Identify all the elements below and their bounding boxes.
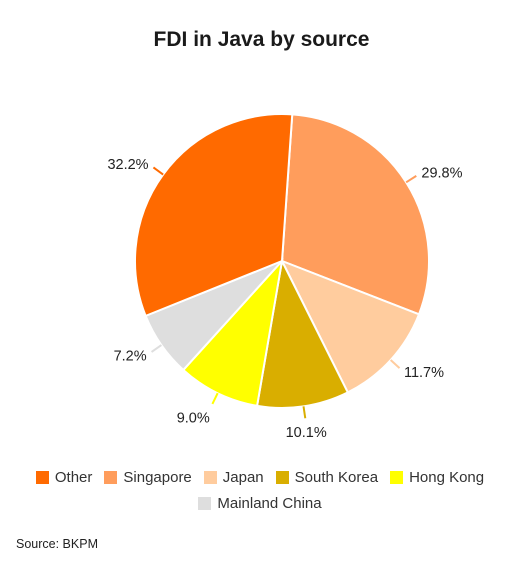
legend-item-mainland-china: Mainland China [198, 493, 322, 513]
leader-line-mainland-china [150, 344, 162, 353]
leader-line-singapore [405, 175, 417, 184]
leader-line-japan [389, 359, 401, 369]
legend-label-other: Other [54, 468, 93, 486]
data-label-mainland-china: 7.2% [114, 348, 147, 364]
data-label-hong-kong: 9.0% [177, 410, 210, 426]
legend-label-south-korea: South Korea [294, 468, 379, 486]
source-note: Source: BKPM [16, 537, 98, 551]
legend-swatch-hong-kong [390, 470, 404, 484]
chart-title: FDI in Java by source [153, 28, 370, 51]
legend-item-singapore: Singapore [104, 467, 192, 487]
legend-label-japan: Japan [222, 468, 264, 486]
legend-label-hong-kong: Hong Kong [409, 468, 485, 486]
data-label-singapore: 29.8% [421, 166, 462, 182]
leader-line-other [152, 166, 164, 176]
leader-line-south-korea [302, 406, 307, 419]
legend-item-other: Other [35, 467, 93, 487]
legend-swatch-singapore [104, 470, 118, 484]
data-label-japan: 11.7% [404, 365, 444, 381]
legend-item-south-korea: South Korea [275, 467, 379, 487]
data-label-south-korea: 10.1% [286, 425, 327, 441]
legend-swatch-other [35, 470, 49, 484]
data-label-other: 32.2% [107, 157, 148, 173]
legend-swatch-japan [203, 470, 217, 484]
chart-legend: Other Singapore Japan South Korea Hong Kong M… [20, 467, 500, 513]
pie-slice-japan [279, 259, 421, 394]
legend-item-japan: Japan [203, 467, 264, 487]
legend-label-mainland-china: Mainland China [217, 494, 322, 512]
pie-slice-singapore [280, 113, 430, 316]
pie-chart: 29.8% 11.7% 10.1% 9.0% 7.2% 32.2% [107, 113, 463, 441]
legend-item-hong-kong: Hong Kong [390, 467, 484, 487]
legend-label-singapore: Singapore [123, 468, 192, 486]
legend-swatch-south-korea [275, 470, 289, 484]
legend-swatch-mainland-china [198, 496, 212, 510]
pie-slice-hong-kong [181, 257, 284, 408]
leader-line-hong-kong [211, 392, 219, 405]
